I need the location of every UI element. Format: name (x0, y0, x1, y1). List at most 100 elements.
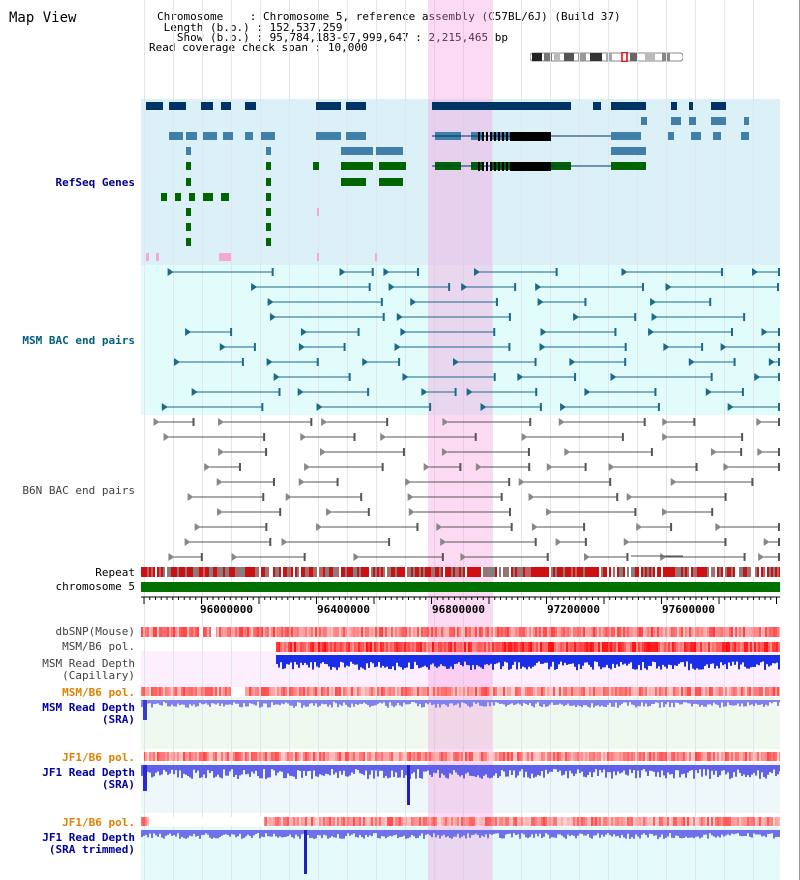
repeat-bar (489, 567, 491, 577)
heat-cell (443, 752, 445, 761)
heat-cell (161, 752, 163, 761)
depth-bar (283, 700, 285, 705)
heat-cell (333, 817, 335, 826)
heat-cell (377, 687, 379, 696)
track-label-jf1-b6-pol[interactable]: JF1/B6 pol. (62, 751, 135, 764)
track-label-repeat[interactable]: Repeat (95, 566, 135, 579)
heat-cell (169, 752, 171, 761)
depth-bar (245, 700, 247, 707)
heat-cell (741, 752, 743, 761)
heat-cell (574, 642, 576, 652)
depth-bar (705, 830, 707, 835)
depth-bar (761, 700, 763, 705)
heat-cell (317, 817, 319, 826)
depth-bar (443, 765, 445, 776)
depth-bar (483, 700, 485, 707)
depth-bar (323, 830, 325, 835)
track-label-b6n-bac[interactable]: B6N BAC end pairs (22, 484, 135, 497)
selected-region-highlight[interactable] (428, 0, 492, 880)
depth-bar (736, 655, 738, 662)
heat-cell (580, 642, 582, 652)
repeat-bar (239, 567, 241, 577)
repeat-bar (173, 567, 175, 577)
heat-cell (541, 752, 543, 761)
heat-cell (663, 752, 665, 761)
heat-cell (163, 627, 165, 637)
track-label-chromosome[interactable]: chromosome 5 (55, 580, 135, 593)
heat-cell (467, 687, 469, 696)
heat-cell (419, 752, 421, 761)
map-canvas[interactable] (141, 0, 780, 880)
depth-bar (655, 830, 657, 836)
depth-bar (411, 830, 413, 835)
heat-cell (492, 642, 494, 652)
depth-bar (623, 765, 625, 771)
depth-bar (369, 700, 371, 708)
track-label-msm-b6-pol-2[interactable]: MSM/B6 pol. (62, 686, 135, 699)
heat-cell (381, 817, 383, 826)
track-label-msm-b6-pol[interactable]: MSM/B6 pol. (62, 640, 135, 653)
heat-cell (383, 817, 385, 826)
heat-cell (477, 627, 479, 637)
track-label-msm-cap-1[interactable]: MSM Read Depth (42, 657, 135, 670)
heat-cell (375, 817, 377, 826)
repeat-bar (293, 567, 295, 577)
track-label-refseq[interactable]: RefSeq Genes (55, 176, 135, 189)
heat-cell (403, 627, 405, 637)
heat-cell (199, 752, 201, 761)
heat-cell (153, 752, 155, 761)
track-label-jf1-sra-1[interactable]: JF1 Read Depth (42, 766, 135, 779)
depth-bar (685, 830, 687, 837)
heat-cell (455, 687, 457, 696)
heat-cell (423, 627, 425, 637)
heat-cell (745, 627, 747, 637)
heat-cell (586, 642, 588, 652)
gridline (666, 0, 667, 880)
heat-cell (315, 627, 317, 637)
heat-cell (585, 752, 587, 761)
heat-cell (457, 752, 459, 761)
repeat-bar (177, 567, 179, 577)
heat-cell (195, 627, 197, 637)
depth-bar (367, 830, 369, 837)
depth-bar (450, 655, 452, 667)
heat-cell (506, 642, 508, 652)
track-label-jf1-trim-1[interactable]: JF1 Read Depth (42, 831, 135, 844)
heat-cell (591, 627, 593, 637)
heat-cell (545, 752, 547, 761)
depth-bar (295, 765, 297, 779)
depth-bar (275, 765, 277, 776)
b6n-bac-end (500, 493, 503, 501)
repeat-bar (629, 567, 631, 577)
heat-cell (721, 627, 723, 637)
depth-bar (419, 700, 421, 705)
heat-cell (514, 642, 516, 652)
depth-bar (773, 830, 775, 839)
depth-bar (597, 700, 599, 706)
depth-bar (492, 655, 494, 670)
heat-cell (455, 627, 457, 637)
chromosome-ideogram[interactable] (530, 52, 683, 62)
heat-cell (701, 817, 703, 826)
repeat-bar (289, 567, 291, 577)
track-label-msm-sra-1[interactable]: MSM Read Depth (42, 701, 135, 714)
repeat-bar (741, 567, 743, 577)
repeat-bar (241, 567, 243, 577)
depth-bar (513, 830, 515, 834)
b6n-bac-end (380, 433, 387, 441)
depth-bar (440, 655, 442, 665)
heat-cell (462, 642, 464, 652)
gene-exon (611, 132, 641, 140)
depth-bar (451, 765, 453, 775)
repeat-bar (453, 567, 455, 577)
heat-cell (487, 752, 489, 761)
b6n-bac-end (402, 448, 405, 456)
heat-cell (771, 627, 773, 637)
depth-bar (281, 765, 283, 772)
heat-cell (390, 642, 392, 652)
b6n-bac-end (316, 523, 323, 531)
track-label-jf1-b6-pol-2[interactable]: JF1/B6 pol. (62, 816, 135, 829)
track-label-dbsnp[interactable]: dbSNP(Mouse) (55, 625, 135, 638)
depth-bar (445, 765, 447, 778)
track-label-msm-bac[interactable]: MSM BAC end pairs (22, 334, 135, 347)
